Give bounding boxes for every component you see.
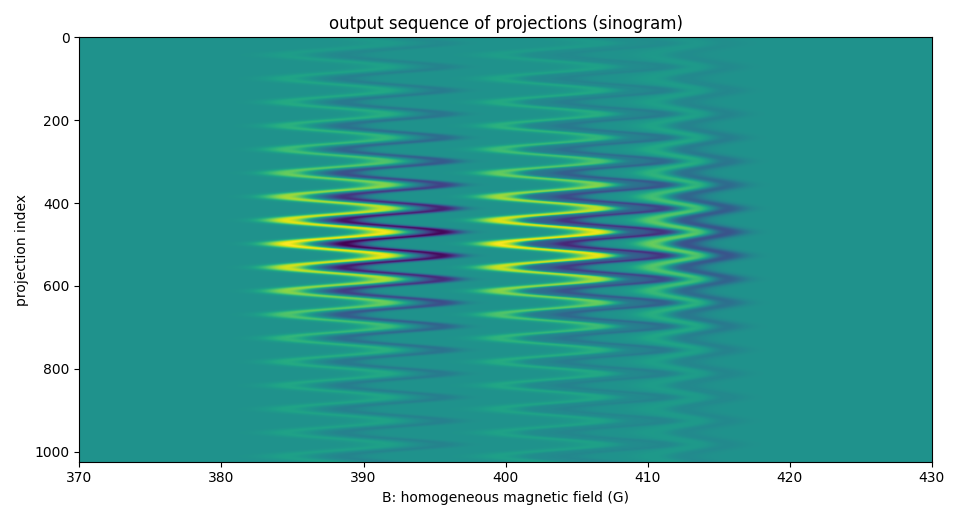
Title: output sequence of projections (sinogram): output sequence of projections (sinogram… (328, 15, 683, 33)
X-axis label: B: homogeneous magnetic field (G): B: homogeneous magnetic field (G) (382, 491, 629, 505)
Y-axis label: projection index: projection index (15, 193, 29, 306)
